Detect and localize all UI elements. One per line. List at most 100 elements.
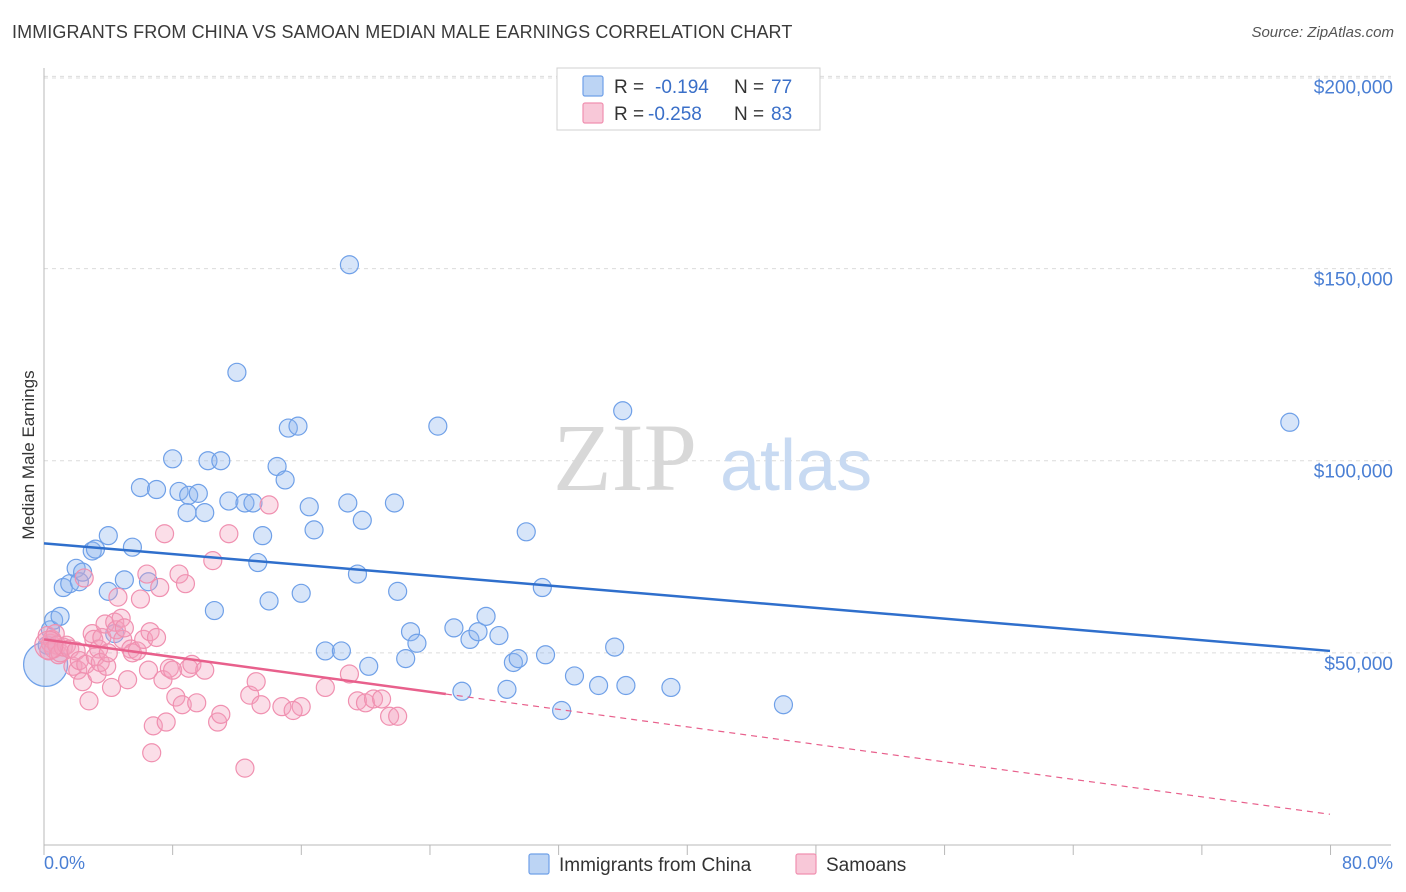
samoans-point [315, 677, 335, 698]
series-china-points [23, 255, 1300, 721]
china-point [613, 401, 633, 421]
samoans-point [388, 706, 408, 726]
china-point [219, 491, 239, 511]
china-point [400, 622, 421, 642]
china-point [388, 581, 408, 601]
y-tick-label-3: $200,000 [1314, 77, 1393, 98]
samoans-point [156, 712, 176, 732]
china-point [532, 577, 552, 598]
china-point [227, 362, 247, 382]
samoans-point [108, 587, 128, 607]
legend-swatch-china [582, 75, 604, 97]
china-point [169, 481, 189, 502]
x-tick-max: 80.0% [1342, 853, 1393, 873]
samoans-point [195, 660, 215, 680]
samoans-point [34, 630, 64, 660]
china-point [384, 493, 405, 513]
china-point [146, 479, 167, 500]
china-point [489, 625, 509, 646]
china-point [130, 478, 151, 498]
china-point [588, 675, 609, 696]
legend-china-r-label: R = [614, 77, 644, 98]
watermark-zip: ZIP [553, 404, 697, 511]
samoans-point [138, 660, 159, 680]
gridlines [44, 75, 1391, 654]
china-trend-line [43, 542, 1331, 653]
china-point [1280, 412, 1300, 432]
china-point [497, 679, 517, 699]
china-point [359, 656, 379, 676]
samoans-trend-line [43, 638, 447, 696]
legend-china-r-value: -0.194 [655, 77, 709, 98]
samoans-point [117, 670, 138, 690]
china-point [188, 483, 208, 503]
samoans-point [159, 658, 179, 678]
china-point [211, 451, 231, 471]
china-point [253, 526, 273, 546]
china-point [204, 600, 224, 621]
legend-china-n-value: 77 [771, 77, 792, 98]
china-point [605, 637, 625, 657]
china-point [516, 522, 536, 542]
legend-samoans-r-value: -0.258 [648, 104, 702, 125]
samoans-point [235, 758, 255, 778]
legend-samoans-n-label: N = [734, 104, 764, 125]
china-point [299, 497, 319, 517]
china-point [661, 677, 681, 698]
y-tick-label-0: $50,000 [1324, 654, 1393, 675]
correlation-legend: R = -0.194 N = 77 R = -0.258 N = 83 [556, 67, 821, 131]
china-point [428, 416, 448, 436]
china-point [179, 485, 199, 505]
china-point [444, 618, 464, 638]
china-point [476, 606, 496, 626]
samoans-point [79, 691, 99, 711]
samoans-point [363, 689, 384, 709]
chart-source: Source: ZipAtlas.com [1251, 24, 1394, 41]
chart-title: IMMIGRANTS FROM CHINA VS SAMOAN MEDIAN M… [12, 22, 793, 42]
china-point [98, 581, 118, 601]
legend-china-n-label: N = [734, 77, 764, 98]
bottom-legend-swatch-samoans [795, 853, 817, 875]
china-point [163, 449, 183, 469]
bottom-legend-china: Immigrants from China [559, 855, 752, 876]
china-point [407, 633, 427, 653]
legend-samoans-n-value: 83 [771, 104, 792, 125]
china-point [508, 649, 528, 669]
samoans-point [208, 712, 228, 732]
china-point [535, 645, 556, 665]
china-point [177, 502, 197, 523]
china-point [138, 572, 159, 592]
samoans-point [187, 693, 207, 713]
china-point [347, 564, 368, 584]
watermark-atlas: atlas [720, 426, 872, 506]
x-tick-min: 0.0% [44, 853, 85, 873]
china-point [278, 418, 298, 438]
china-point [339, 255, 360, 275]
samoans-point [130, 589, 151, 609]
samoans-point [211, 704, 231, 724]
china-point [616, 675, 636, 696]
bottom-legend-swatch-china [528, 853, 550, 875]
samoans-point [114, 618, 134, 638]
trend-lines [43, 542, 1331, 815]
samoans-point [142, 743, 162, 763]
samoans-point [163, 660, 183, 680]
samoans-point [272, 697, 292, 717]
samoans-point [251, 695, 271, 715]
samoans-point [137, 564, 157, 584]
china-point [331, 641, 351, 661]
samoans-point [153, 670, 173, 690]
samoans-point [219, 524, 239, 544]
samoans-point [259, 495, 279, 515]
y-axis-label: Median Male Earnings [19, 370, 38, 539]
samoans-point [101, 677, 122, 698]
samoans-point [146, 627, 167, 648]
samoans-point [283, 700, 303, 721]
series-legend: Immigrants from China Samoans [528, 853, 906, 876]
samoans-point [380, 706, 400, 726]
samoans-point [172, 695, 192, 715]
china-point [352, 510, 372, 530]
china-point [235, 493, 255, 513]
china-point [288, 416, 308, 436]
